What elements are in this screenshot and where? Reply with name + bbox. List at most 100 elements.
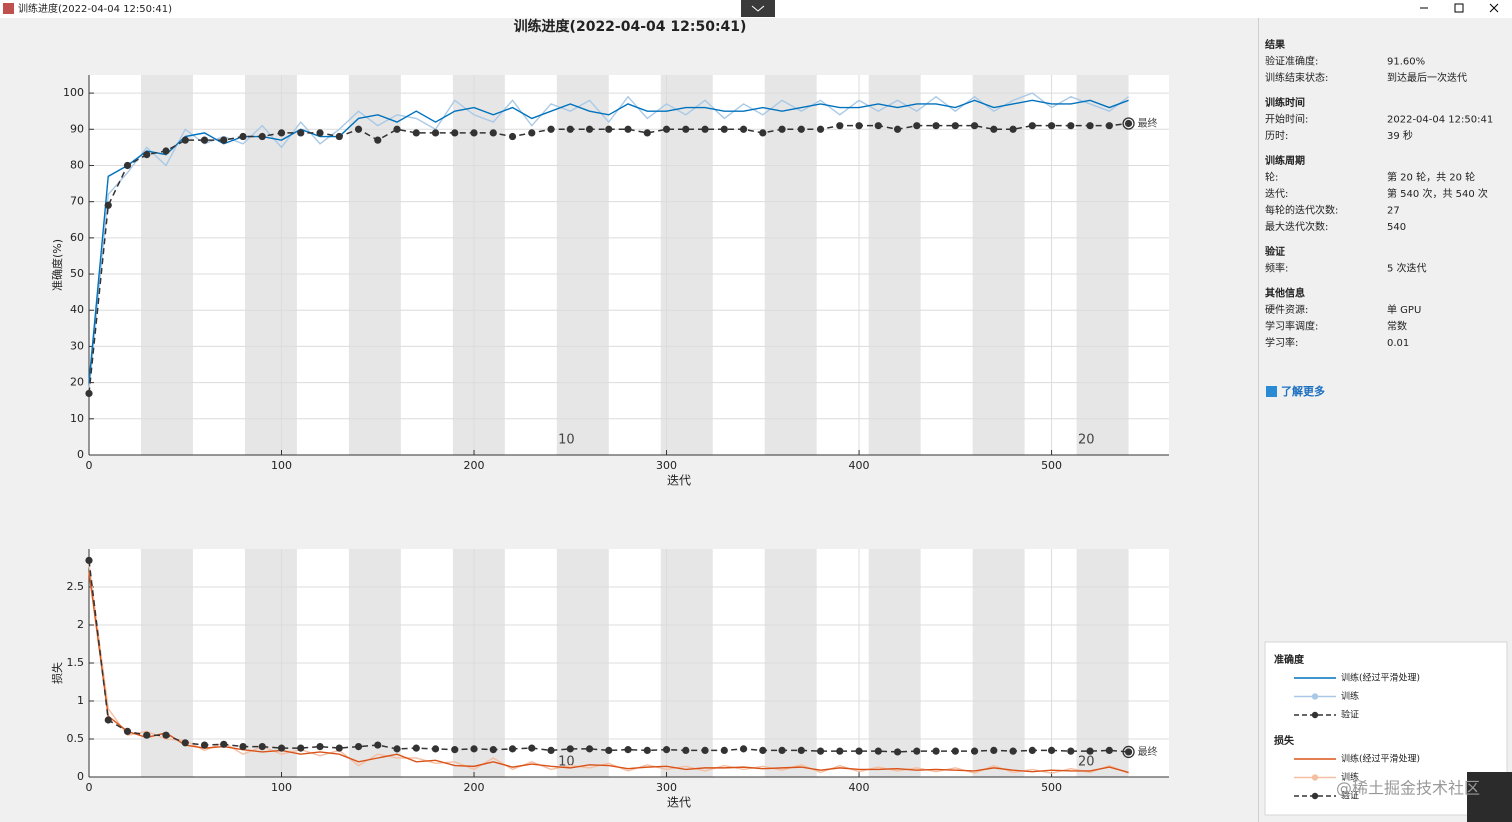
validation-point	[585, 745, 594, 753]
validation-point	[720, 746, 728, 755]
validation-point	[624, 746, 632, 754]
x-tick-label: 500	[1041, 459, 1062, 472]
info-key: 学习率:	[1265, 336, 1298, 349]
final-ring	[1122, 745, 1135, 759]
validation-point	[470, 745, 478, 753]
validation-point	[162, 147, 170, 155]
y-tick-label: 0.5	[67, 732, 85, 745]
epoch-band	[660, 75, 713, 455]
epoch-band	[140, 75, 193, 455]
validation-point	[374, 136, 382, 144]
y-axis-label: 损失	[50, 662, 64, 684]
validation-point	[643, 129, 651, 137]
info-key: 最大迭代次数:	[1265, 220, 1328, 233]
validation-point	[662, 746, 671, 754]
validation-point	[239, 132, 247, 141]
y-axis-label: 准确度(%)	[50, 239, 64, 291]
validation-point	[181, 136, 189, 144]
validation-point	[508, 745, 517, 753]
x-tick-label: 0	[86, 459, 93, 472]
legend-label: 训练	[1341, 771, 1359, 783]
y-tick-label: 70	[70, 195, 84, 208]
validation-point	[258, 132, 266, 141]
validation-point	[1028, 746, 1036, 755]
y-tick-label: 0	[77, 770, 84, 783]
x-tick-label: 200	[464, 459, 485, 472]
validation-point	[335, 744, 343, 752]
validation-point	[970, 747, 979, 755]
x-tick-label: 100	[271, 781, 292, 794]
validation-point	[585, 125, 594, 133]
validation-point	[643, 746, 651, 755]
legend-title: 损失	[1274, 734, 1295, 747]
validation-point	[123, 161, 132, 170]
validation-point	[354, 125, 363, 133]
legend-marker	[1311, 711, 1319, 719]
validation-point	[970, 122, 979, 130]
x-tick-label: 300	[656, 781, 677, 794]
epoch-band	[972, 75, 1025, 455]
validation-point	[874, 747, 882, 755]
validation-point	[1067, 747, 1075, 755]
validation-point	[335, 132, 343, 141]
validation-point	[893, 748, 902, 756]
info-key: 历时:	[1265, 130, 1288, 142]
info-value: 540	[1387, 222, 1406, 233]
y-tick-label: 80	[70, 158, 84, 171]
dropdown-arrow	[751, 5, 765, 12]
close-button[interactable]	[1489, 3, 1499, 13]
legend-label: 训练(经过平滑处理)	[1341, 753, 1420, 765]
validation-point	[990, 125, 998, 133]
final-label: 最终	[1138, 745, 1158, 758]
validation-point	[1047, 122, 1056, 130]
validation-point	[393, 745, 401, 753]
info-key: 迭代:	[1265, 188, 1288, 200]
validation-point	[220, 136, 228, 144]
validation-point	[720, 125, 728, 133]
validation-point	[566, 125, 574, 133]
validation-point	[1009, 747, 1017, 755]
validation-point	[913, 122, 921, 130]
validation-point	[181, 739, 189, 747]
validation-point	[701, 125, 709, 133]
legend-marker	[1311, 693, 1319, 700]
chart-title: 训练进度(2022-04-04 12:50:41)	[514, 18, 747, 35]
validation-point	[759, 746, 767, 755]
epoch-label: 20	[1078, 433, 1095, 448]
info-key: 硬件资源:	[1265, 303, 1308, 316]
validation-point	[431, 745, 440, 753]
validation-point	[431, 129, 440, 137]
x-tick-label: 100	[271, 459, 292, 472]
info-value: 27	[1387, 206, 1400, 217]
validation-point	[470, 129, 478, 137]
validation-point	[1105, 122, 1113, 130]
validation-point	[489, 129, 497, 137]
learn-more-link[interactable]: 了解更多	[1281, 384, 1325, 398]
validation-point	[855, 747, 863, 755]
dropdown-button[interactable]	[741, 0, 775, 17]
validation-point	[1009, 125, 1017, 133]
validation-point	[1124, 119, 1133, 128]
validation-point	[239, 743, 247, 751]
validation-point	[143, 151, 151, 159]
validation-point	[816, 747, 825, 755]
validation-point	[797, 125, 805, 133]
info-section-title: 结果	[1265, 38, 1286, 51]
validation-point	[797, 746, 805, 755]
validation-point	[316, 129, 324, 137]
y-tick-label: 2	[77, 618, 84, 631]
y-tick-label: 1	[77, 694, 84, 707]
validation-point	[277, 744, 286, 752]
restore-button[interactable]	[1454, 3, 1464, 13]
validation-point	[374, 741, 382, 749]
validation-point	[162, 731, 170, 739]
info-value: 39 秒	[1387, 129, 1413, 142]
validation-point	[932, 122, 940, 130]
series-line	[88, 92, 1129, 390]
validation-point	[104, 201, 112, 209]
info-key: 验证准确度:	[1265, 55, 1318, 68]
y-tick-label: 0	[77, 448, 84, 461]
validation-point	[893, 125, 902, 133]
legend-label: 验证	[1341, 790, 1359, 802]
